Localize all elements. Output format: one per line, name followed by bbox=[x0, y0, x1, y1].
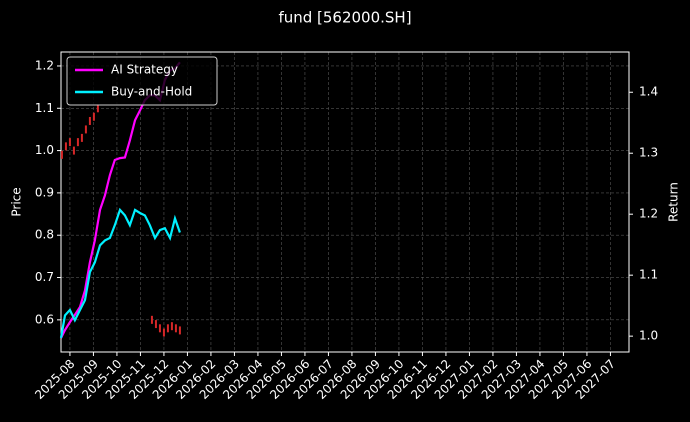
price-mark bbox=[166, 324, 169, 333]
price-mark bbox=[64, 142, 67, 151]
price-mark bbox=[162, 328, 165, 337]
price-mark bbox=[60, 150, 63, 159]
y-tick-label: 1.0 bbox=[35, 143, 54, 157]
y-tick-label: 0.9 bbox=[35, 185, 54, 199]
y2-tick-label: 1.0 bbox=[639, 329, 658, 343]
y-tick-label: 0.8 bbox=[35, 228, 54, 242]
price-mark bbox=[92, 112, 95, 121]
chart-title: fund [562000.SH] bbox=[278, 9, 411, 27]
price-mark bbox=[84, 125, 87, 134]
plot-frame bbox=[60, 51, 630, 353]
y-tick-label: 0.6 bbox=[35, 312, 54, 326]
price-mark bbox=[154, 320, 157, 329]
y2-tick-label: 1.3 bbox=[639, 146, 658, 160]
price-mark bbox=[76, 138, 79, 147]
legend: AI Strategy Buy-and-Hold bbox=[66, 56, 218, 106]
legend-label: AI Strategy bbox=[111, 63, 178, 77]
price-mark bbox=[72, 146, 75, 155]
y2-tick-label: 1.2 bbox=[639, 207, 658, 221]
price-mark bbox=[96, 104, 99, 113]
price-mark bbox=[178, 326, 181, 335]
y2-tick-label: 1.4 bbox=[639, 85, 658, 99]
price-mark bbox=[88, 116, 91, 125]
legend-label: Buy-and-Hold bbox=[111, 85, 192, 99]
legend-box bbox=[66, 56, 218, 106]
price-mark bbox=[158, 324, 161, 333]
price-mark bbox=[80, 133, 83, 142]
y-tick-label: 1.1 bbox=[35, 101, 54, 115]
price-mark bbox=[150, 315, 153, 324]
y2-axis-label: Return bbox=[667, 182, 681, 222]
y-tick-label: 0.7 bbox=[35, 270, 54, 284]
price-mark bbox=[174, 324, 177, 333]
series-line bbox=[59, 207, 181, 339]
price-mark bbox=[68, 138, 71, 147]
y2-tick-label: 1.1 bbox=[639, 268, 658, 282]
y-tick-label: 1.2 bbox=[35, 58, 54, 72]
y-axis-label: Price bbox=[10, 187, 24, 216]
price-mark bbox=[170, 322, 173, 331]
